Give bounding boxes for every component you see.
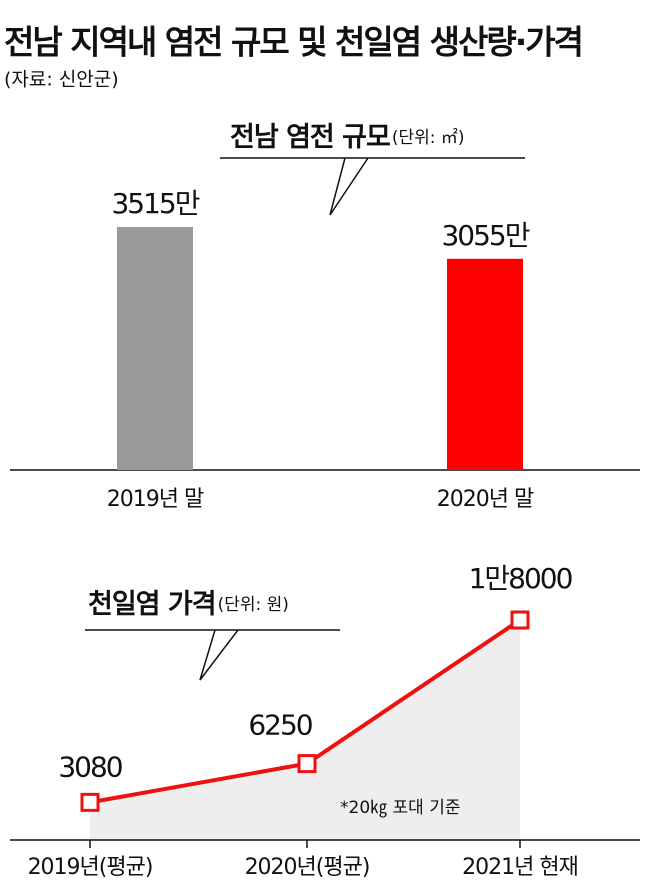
bar [117, 227, 193, 470]
note: *20㎏ 포대 기준 [340, 798, 461, 818]
x-tick-label: 2020년(평균) [245, 855, 370, 880]
page-subtitle: (자료: 신안군) [4, 69, 119, 91]
value-label: 3515만 [111, 187, 199, 220]
value-label: 6250 [248, 709, 311, 742]
chart-title: 천일염 가격 (단위: 원) [88, 589, 289, 620]
chart-title-text: 전남 염전 규모 [230, 122, 390, 153]
x-tick-label: 2020년 말 [437, 487, 534, 512]
marker [510, 610, 530, 630]
marker [80, 792, 100, 812]
bar [447, 258, 523, 470]
chart-title: 전남 염전 규모 (단위: ㎡) [230, 122, 465, 153]
unit: (단위: 원) [218, 595, 289, 615]
marker [297, 754, 317, 774]
page-title: 전남 지역내 염전 규모 및 천일염 생산량·가격 [4, 23, 582, 62]
value-label: 3055만 [441, 219, 529, 252]
callout [220, 157, 525, 216]
x-tick-label: 2019년(평균) [28, 855, 153, 880]
value-label: 1만8000 [469, 562, 572, 595]
chart-title-text: 천일염 가격 [88, 589, 216, 620]
value-label: 3080 [58, 750, 121, 783]
x-tick-label: 2021년 현재 [462, 855, 578, 880]
callout [85, 629, 340, 681]
x-tick-label: 2019년 말 [107, 487, 204, 512]
unit: (단위: ㎡) [392, 128, 465, 148]
